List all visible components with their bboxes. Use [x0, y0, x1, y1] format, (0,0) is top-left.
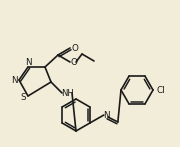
Text: S: S — [20, 93, 26, 102]
Text: N: N — [104, 112, 110, 121]
Text: O: O — [71, 57, 77, 66]
Text: NH: NH — [62, 88, 74, 97]
Text: N: N — [25, 57, 31, 66]
Text: Cl: Cl — [157, 86, 165, 95]
Text: N: N — [11, 76, 17, 85]
Text: O: O — [72, 44, 78, 52]
